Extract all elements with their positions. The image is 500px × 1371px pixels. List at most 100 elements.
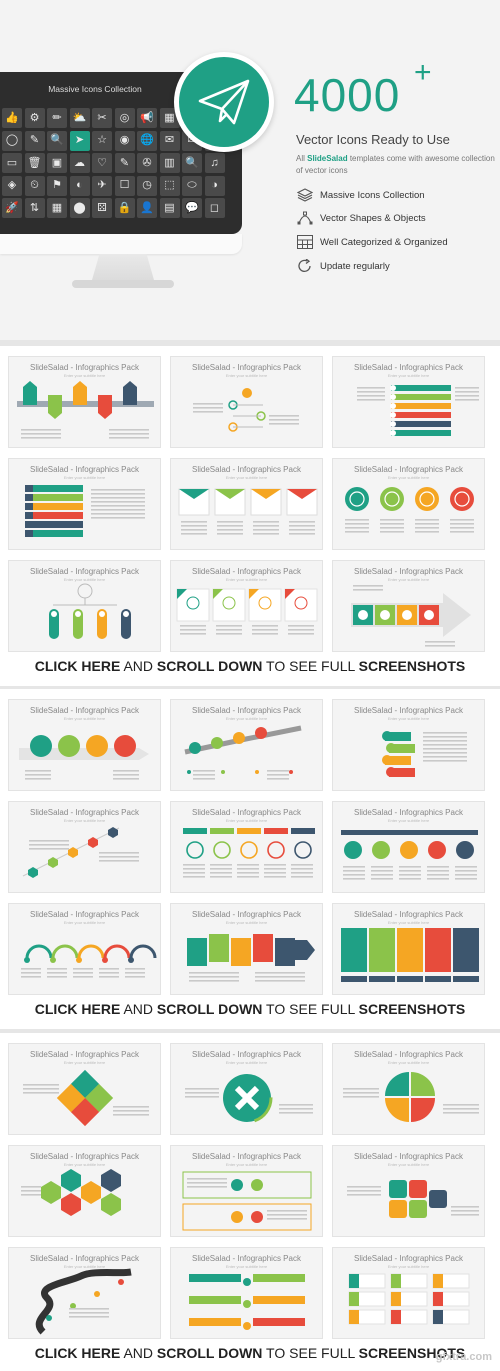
slide-title: SlideSalad - Infographics Pack (30, 1050, 139, 1059)
grid-icon-cell: ♡ (92, 153, 112, 173)
slide-title: SlideSalad - Infographics Pack (30, 706, 139, 715)
cta-banner[interactable]: CLICK HERE AND SCROLL DOWN TO SEE FULL S… (34, 1345, 466, 1361)
slide-infographic (19, 735, 149, 780)
grid-icon-cell: ♫ (204, 153, 225, 173)
cta-banner[interactable]: CLICK HERE AND SCROLL DOWN TO SEE FULL S… (34, 658, 466, 674)
slide-subtitle: Enter your subtitle here (387, 920, 430, 925)
grid-icon-cell: ▦ (47, 198, 67, 218)
grid-icon-cell: 💬 (182, 198, 202, 218)
slide-thumbnail[interactable]: SlideSalad - Infographics Pack Enter your… (8, 1145, 161, 1237)
slide-subtitle: Enter your subtitle here (225, 577, 268, 582)
grid-icon-cell: ✇ (137, 153, 157, 173)
slide-thumbnail[interactable]: SlideSalad - Infographics Pack Enter your… (170, 356, 323, 448)
grid-icon-cell: ◻ (204, 198, 225, 218)
brand-name: SlideSalad (307, 154, 348, 163)
slide-thumbnail[interactable]: SlideSalad - Infographics Pack Enter your… (332, 1043, 485, 1135)
slide-subtitle: Enter your subtitle here (225, 475, 268, 480)
grid-icon-cell: ▤ (159, 198, 180, 218)
slide-title: SlideSalad - Infographics Pack (354, 567, 463, 576)
grid-icon-cell: 🔍 (47, 130, 67, 151)
slide-thumbnail[interactable]: SlideSalad - Infographics Pack Enter your… (8, 1043, 161, 1135)
slide-title: SlideSalad - Infographics Pack (354, 1254, 463, 1263)
slide-thumbnail[interactable]: SlideSalad - Infographics Pack Enter your… (332, 458, 485, 550)
paper-plane-icon (198, 79, 250, 125)
slide-thumbnail[interactable]: SlideSalad - Infographics Pack Enter your… (332, 801, 485, 893)
slide-thumbnail[interactable]: SlideSalad - Infographics Pack Enter your… (332, 560, 485, 652)
slide-infographic (341, 830, 478, 880)
slide-infographic (382, 731, 467, 777)
slide-subtitle: Enter your subtitle here (225, 1162, 268, 1167)
slide-thumbnail[interactable]: SlideSalad - Infographics Pack Enter your… (8, 699, 161, 791)
slide-title: SlideSalad - Infographics Pack (192, 1152, 301, 1161)
slide-subtitle: Enter your subtitle here (63, 1264, 106, 1269)
slide-thumbnail[interactable]: SlideSalad - Infographics Pack Enter your… (170, 903, 323, 995)
slide-subtitle: Enter your subtitle here (387, 475, 430, 480)
slide-infographic (22, 827, 139, 878)
slide-thumbnail[interactable]: SlideSalad - Infographics Pack Enter your… (8, 801, 161, 893)
slide-infographic (187, 934, 315, 982)
slide-thumbnail[interactable]: SlideSalad - Infographics Pack Enter your… (8, 1247, 161, 1339)
slide-subtitle: Enter your subtitle here (387, 1060, 430, 1065)
slide-subtitle: Enter your subtitle here (225, 716, 268, 721)
slide-thumbnail[interactable]: SlideSalad - Infographics Pack Enter your… (170, 560, 323, 652)
grid-icon-cell: ➤ (69, 130, 90, 151)
slide-thumbnail[interactable]: SlideSalad - Infographics Pack Enter your… (170, 458, 323, 550)
slide-subtitle: Enter your subtitle here (387, 373, 430, 378)
monitor-stand (92, 254, 154, 280)
slide-title: SlideSalad - Infographics Pack (192, 910, 301, 919)
slide-thumbnail[interactable]: SlideSalad - Infographics Pack Enter your… (8, 458, 161, 550)
slide-title: SlideSalad - Infographics Pack (354, 1152, 463, 1161)
slide-title: SlideSalad - Infographics Pack (354, 808, 463, 817)
slide-thumbnail[interactable]: SlideSalad - Infographics Pack Enter your… (170, 801, 323, 893)
slide-thumbnail[interactable]: SlideSalad - Infographics Pack Enter your… (170, 699, 323, 791)
slide-thumbnail[interactable]: SlideSalad - Infographics Pack Enter your… (332, 356, 485, 448)
grid-icon-cell: ▣ (47, 153, 67, 173)
grid-icon-cell: ◉ (114, 130, 135, 151)
slide-thumbnail[interactable]: SlideSalad - Infographics Pack Enter your… (332, 699, 485, 791)
grid-icon-cell: ☐ (114, 175, 135, 196)
slide-thumbnail[interactable]: SlideSalad - Infographics Pack Enter your… (8, 903, 161, 995)
grid-icon-cell: 🚀 (2, 198, 22, 218)
slide-infographic (23, 1069, 149, 1127)
slide-infographic (347, 1180, 479, 1218)
slide-title: SlideSalad - Infographics Pack (192, 567, 301, 576)
slide-thumbnail[interactable]: SlideSalad - Infographics Pack Enter your… (170, 1043, 323, 1135)
slide-thumbnail[interactable]: SlideSalad - Infographics Pack Enter your… (8, 356, 161, 448)
paper-plane-badge (174, 52, 274, 152)
slide-subtitle: Enter your subtitle here (225, 1060, 268, 1065)
grid-icon-cell: ⚄ (92, 198, 112, 218)
slide-subtitle: Enter your subtitle here (387, 577, 430, 582)
grid-icon-cell: ✈ (92, 175, 112, 196)
slide-title: SlideSalad - Infographics Pack (30, 1254, 139, 1263)
slide-infographic (348, 1273, 470, 1325)
grid-icon-cell: ⬚ (159, 175, 180, 196)
slide-thumbnail[interactable]: SlideSalad - Infographics Pack Enter your… (170, 1145, 323, 1237)
grid-icon-cell: ◷ (137, 175, 157, 196)
slide-infographic (17, 381, 154, 439)
slide-subtitle: Enter your subtitle here (225, 1264, 268, 1269)
grid-icon-cell: 👤 (137, 198, 157, 218)
slide-thumbnail[interactable]: SlideSalad - Infographics Pack Enter your… (8, 560, 161, 652)
grid-icon-cell: ☁ (69, 153, 90, 173)
grid-icon-cell: ✎ (114, 153, 135, 173)
slide-title: SlideSalad - Infographics Pack (192, 706, 301, 715)
feature-item: Well Categorized & Organized (296, 234, 448, 250)
slide-subtitle: Enter your subtitle here (387, 1162, 430, 1167)
slide-title: SlideSalad - Infographics Pack (30, 465, 139, 474)
grid-icon-cell: ✏ (47, 108, 67, 128)
slide-thumbnail[interactable]: SlideSalad - Infographics Pack Enter your… (170, 1247, 323, 1339)
slide-subtitle: Enter your subtitle here (63, 577, 106, 582)
slide-title: SlideSalad - Infographics Pack (192, 1050, 301, 1059)
grid-icon-cell: ◈ (2, 175, 22, 196)
slide-infographic (176, 588, 318, 635)
monitor-bezel (0, 234, 242, 254)
slide-thumbnail[interactable]: SlideSalad - Infographics Pack Enter your… (332, 1145, 485, 1237)
grid-icon-cell: ⚙ (24, 108, 45, 128)
slide-thumbnail[interactable]: SlideSalad - Infographics Pack Enter your… (332, 1247, 485, 1339)
grid-icon-cell: ◯ (2, 130, 22, 151)
slide-thumbnail[interactable]: SlideSalad - Infographics Pack Enter your… (332, 903, 485, 995)
slide-title: SlideSalad - Infographics Pack (30, 808, 139, 817)
monitor-foot (72, 280, 174, 288)
cta-banner[interactable]: CLICK HERE AND SCROLL DOWN TO SEE FULL S… (34, 1001, 466, 1017)
feature-item: Vector Shapes & Objects (296, 210, 426, 226)
